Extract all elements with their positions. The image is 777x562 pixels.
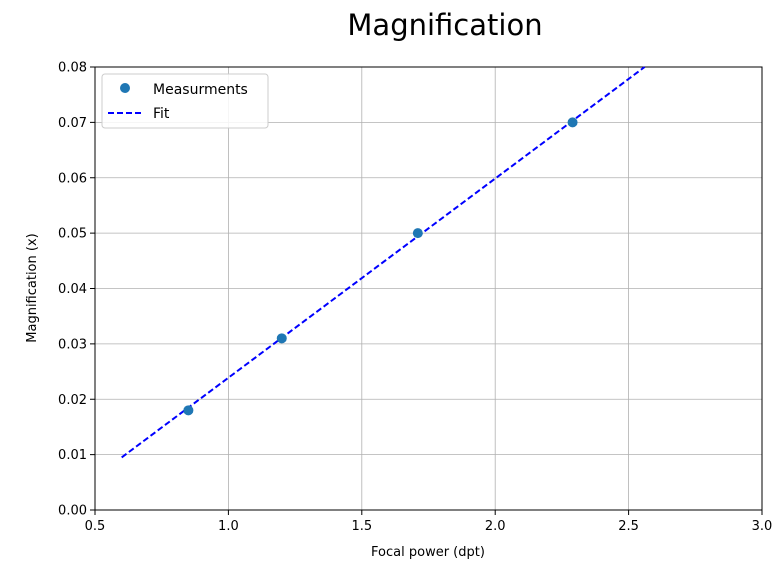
axis-ticks: 0.5 1.0 1.5 2.0 2.5 3.0 0.00 0.01 0.02 0.03 0.04 0.… xyxy=(58,61,772,535)
y-tick-label: 0.05 xyxy=(58,227,87,242)
y-tick-label: 0.04 xyxy=(58,282,87,297)
x-axis-label: Focal power (dpt) xyxy=(371,545,485,560)
fit-line xyxy=(121,66,646,459)
x-tick-label: 1.5 xyxy=(351,519,372,534)
series-layer xyxy=(121,66,646,459)
x-tick-label: 3.0 xyxy=(752,519,773,534)
y-tick-label: 0.08 xyxy=(58,61,87,76)
legend-box xyxy=(101,73,269,129)
grid-lines xyxy=(94,66,763,511)
y-tick-label: 0.03 xyxy=(58,337,87,352)
legend: Measurments Fit xyxy=(101,73,269,129)
x-tick-label: 2.0 xyxy=(485,519,506,534)
y-tick-label: 0.02 xyxy=(58,393,87,408)
measurement-point xyxy=(183,405,194,416)
measurement-point xyxy=(276,333,287,344)
measurement-point xyxy=(567,117,578,128)
legend-label-measurements: Measurments xyxy=(153,82,248,98)
x-tick-label: 0.5 xyxy=(85,519,106,534)
legend-label-fit: Fit xyxy=(153,106,170,122)
chart-title: Magnification xyxy=(347,8,542,42)
y-tick-label: 0.06 xyxy=(58,171,87,186)
x-tick-label: 1.0 xyxy=(218,519,239,534)
y-tick-label: 0.00 xyxy=(58,504,87,519)
legend-marker-measurements xyxy=(120,83,130,93)
y-axis-label: Magnification (x) xyxy=(25,233,40,342)
y-tick-label: 0.07 xyxy=(58,116,87,131)
x-tick-label: 2.5 xyxy=(618,519,639,534)
measurement-point xyxy=(412,228,423,239)
y-tick-label: 0.01 xyxy=(58,448,87,463)
